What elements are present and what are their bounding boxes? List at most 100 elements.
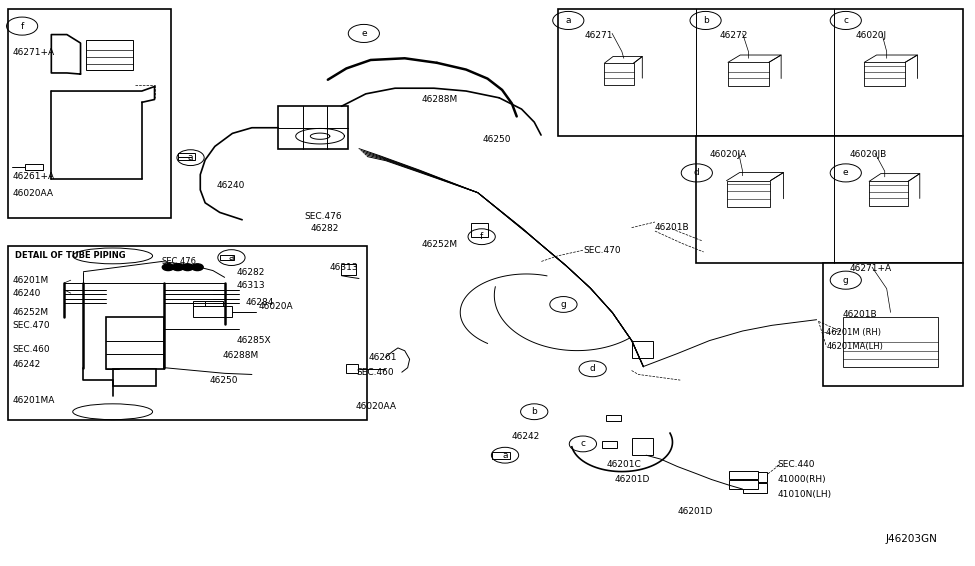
- Text: SEC.476: SEC.476: [304, 212, 342, 221]
- Text: 46201MA: 46201MA: [13, 396, 55, 405]
- Text: a: a: [502, 451, 508, 460]
- Bar: [729, 480, 759, 488]
- Text: d: d: [694, 169, 700, 177]
- Text: 46020AA: 46020AA: [13, 189, 54, 198]
- Text: a: a: [566, 16, 571, 25]
- Text: 46282: 46282: [310, 224, 338, 233]
- Text: SEC.440: SEC.440: [778, 460, 815, 469]
- Text: 46020AA: 46020AA: [356, 402, 397, 410]
- Text: 46250: 46250: [210, 376, 239, 385]
- Text: 46020JB: 46020JB: [849, 150, 887, 159]
- Text: b: b: [703, 16, 709, 25]
- Text: SEC.470: SEC.470: [583, 246, 620, 255]
- Text: 46252M: 46252M: [421, 240, 457, 249]
- Text: 46240: 46240: [13, 289, 41, 298]
- Text: 46271: 46271: [585, 31, 613, 40]
- Bar: [346, 365, 358, 374]
- Text: 46020JA: 46020JA: [710, 150, 747, 159]
- Text: J46203GN: J46203GN: [885, 534, 937, 544]
- Text: 46282: 46282: [236, 268, 264, 277]
- Text: b: b: [531, 407, 537, 416]
- Bar: [471, 222, 488, 237]
- Bar: [743, 483, 767, 493]
- Text: 46201MA(LH): 46201MA(LH): [827, 342, 883, 351]
- Text: 41000(RH): 41000(RH): [778, 475, 826, 484]
- Bar: [87, 40, 134, 70]
- Text: 46242: 46242: [13, 361, 41, 370]
- Text: SEC.460: SEC.460: [356, 368, 394, 377]
- Text: SEC.470: SEC.470: [13, 321, 50, 330]
- Bar: [177, 153, 195, 160]
- Bar: [632, 438, 653, 455]
- Bar: [25, 165, 43, 170]
- Bar: [869, 181, 908, 206]
- Circle shape: [181, 264, 193, 271]
- Bar: [606, 414, 621, 421]
- Bar: [743, 471, 767, 482]
- Text: a: a: [229, 253, 234, 262]
- Text: a: a: [188, 153, 193, 162]
- Text: 46240: 46240: [216, 181, 245, 190]
- Bar: [728, 62, 769, 86]
- Bar: [278, 106, 348, 149]
- Text: 46284: 46284: [246, 298, 274, 307]
- Text: f: f: [20, 22, 23, 31]
- Bar: [193, 306, 232, 317]
- Text: 46250: 46250: [483, 135, 511, 144]
- Bar: [193, 301, 211, 307]
- Text: SEC.476: SEC.476: [161, 257, 196, 266]
- Text: 46313: 46313: [330, 263, 359, 272]
- Text: c: c: [843, 16, 848, 25]
- Bar: [729, 471, 759, 479]
- Text: 46261+A: 46261+A: [13, 173, 55, 181]
- Bar: [632, 341, 653, 358]
- Text: 46288M: 46288M: [222, 351, 259, 360]
- Text: 46020A: 46020A: [258, 302, 293, 311]
- Bar: [824, 263, 962, 386]
- Bar: [492, 452, 510, 459]
- Text: 46201D: 46201D: [614, 475, 649, 484]
- Text: g: g: [843, 276, 848, 285]
- Text: 46242: 46242: [512, 432, 540, 441]
- Text: 46288M: 46288M: [421, 95, 457, 104]
- Bar: [842, 317, 938, 367]
- Text: 46201B: 46201B: [655, 223, 689, 232]
- Bar: [106, 317, 164, 369]
- Circle shape: [162, 264, 174, 271]
- Text: 46201M: 46201M: [13, 276, 49, 285]
- Text: 46252M: 46252M: [13, 308, 49, 317]
- Text: c: c: [580, 439, 585, 448]
- Bar: [864, 62, 905, 86]
- Text: g: g: [561, 300, 566, 309]
- Text: 46261: 46261: [369, 353, 397, 362]
- Text: e: e: [843, 169, 848, 177]
- Bar: [726, 181, 770, 207]
- Text: 46201M (RH): 46201M (RH): [827, 328, 881, 337]
- Bar: [113, 369, 156, 386]
- Text: f: f: [480, 232, 484, 241]
- Bar: [205, 301, 222, 307]
- Bar: [9, 9, 171, 218]
- Text: 46020J: 46020J: [855, 31, 886, 40]
- Text: 46285X: 46285X: [236, 336, 271, 345]
- Text: DETAIL OF TUBE PIPING: DETAIL OF TUBE PIPING: [16, 251, 126, 260]
- Bar: [604, 63, 634, 85]
- Text: SEC.460: SEC.460: [13, 345, 50, 354]
- Bar: [341, 264, 356, 275]
- Bar: [603, 441, 617, 448]
- Circle shape: [191, 264, 203, 271]
- Text: 46201B: 46201B: [842, 310, 878, 319]
- Text: e: e: [361, 29, 367, 38]
- Text: 46201D: 46201D: [678, 507, 713, 516]
- Bar: [558, 9, 962, 136]
- Bar: [9, 246, 367, 419]
- Text: 46313: 46313: [236, 281, 265, 290]
- Text: d: d: [590, 365, 596, 374]
- Circle shape: [172, 264, 183, 271]
- Text: 46271+A: 46271+A: [849, 264, 892, 273]
- Bar: [696, 136, 962, 263]
- Text: 46201C: 46201C: [606, 460, 641, 469]
- Text: 46272: 46272: [720, 31, 748, 40]
- Text: 41010N(LH): 41010N(LH): [778, 490, 832, 499]
- Text: 46271+A: 46271+A: [13, 48, 55, 57]
